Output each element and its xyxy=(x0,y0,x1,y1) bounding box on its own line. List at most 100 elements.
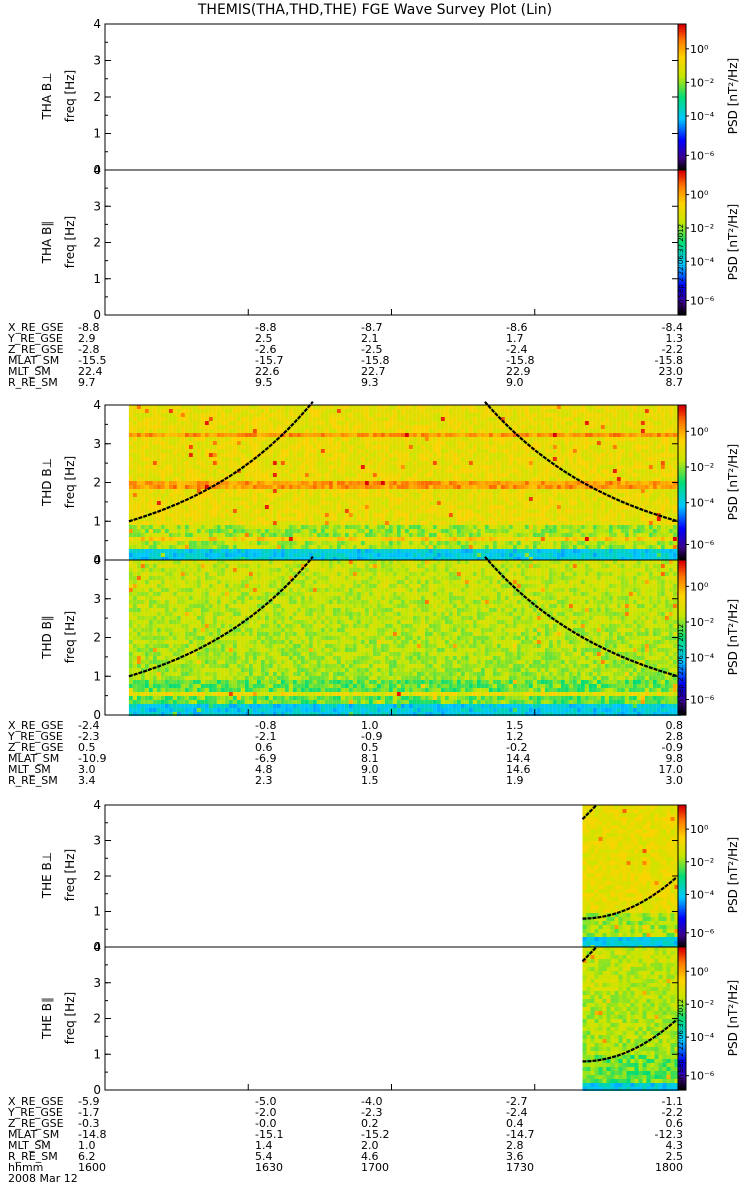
heatmap-cell xyxy=(428,469,433,473)
heatmap-cell xyxy=(536,469,541,473)
heatmap-cell xyxy=(436,461,441,465)
heatmap-cell xyxy=(564,545,569,549)
heatmap-cell xyxy=(584,429,589,433)
heatmap-cell xyxy=(224,449,229,453)
heatmap-cell xyxy=(412,497,417,501)
heatmap-cell xyxy=(576,529,581,533)
heatmap-cell xyxy=(192,453,197,457)
heatmap-cell xyxy=(380,537,385,541)
heatmap-cell xyxy=(320,421,325,425)
heatmap-cell xyxy=(232,537,237,541)
heatmap-cell xyxy=(232,413,237,417)
heatmap-cell xyxy=(612,421,617,425)
heatmap-cell xyxy=(232,541,237,545)
heatmap-cell xyxy=(176,545,181,549)
heatmap-cell xyxy=(176,465,181,469)
heatmap-cell xyxy=(488,549,493,553)
heatmap-cell xyxy=(132,541,137,545)
heatmap-cell xyxy=(196,521,201,525)
heatmap-cell xyxy=(584,533,589,537)
heatmap-cell xyxy=(560,513,565,517)
heatmap-cell xyxy=(272,417,277,421)
heatmap-cell xyxy=(560,437,565,441)
heatmap-cell xyxy=(616,549,621,553)
heatmap-cell xyxy=(500,513,505,517)
heatmap-cell xyxy=(308,513,313,517)
heatmap-cell xyxy=(128,441,133,445)
heatmap-cell xyxy=(544,553,549,557)
heatmap-cell xyxy=(192,501,197,505)
heatmap-cell xyxy=(428,557,433,561)
heatmap-cell xyxy=(528,529,533,533)
heatmap-cell xyxy=(176,481,181,485)
heatmap-cell xyxy=(224,489,229,493)
heatmap-cell xyxy=(500,429,505,433)
heatmap-cell xyxy=(136,489,141,493)
heatmap-cell xyxy=(200,513,205,517)
heatmap-cell xyxy=(292,449,297,453)
heatmap-cell xyxy=(256,481,261,485)
heatmap-cell xyxy=(368,533,373,537)
heatmap-cell xyxy=(412,493,417,497)
heatmap-cell xyxy=(192,517,197,521)
heatmap-cell xyxy=(332,557,337,561)
heatmap-cell xyxy=(612,501,617,505)
heatmap-cell xyxy=(544,409,549,413)
heatmap-cell xyxy=(208,509,213,513)
heatmap-cell xyxy=(192,441,197,445)
heatmap-cell xyxy=(400,421,405,425)
heatmap-cell xyxy=(244,461,249,465)
heatmap-cell xyxy=(404,477,409,481)
heatmap-cell xyxy=(220,533,225,537)
heatmap-cell xyxy=(388,537,393,541)
heatmap-cell xyxy=(552,489,557,493)
heatmap-cell xyxy=(280,465,285,469)
heatmap-cell xyxy=(300,493,305,497)
heatmap-cell xyxy=(380,489,385,493)
heatmap-cell xyxy=(564,549,569,553)
heatmap-cell xyxy=(248,529,253,533)
heatmap-cell xyxy=(508,409,513,413)
heatmap-cell xyxy=(612,541,617,545)
heatmap-cell xyxy=(240,425,245,429)
heatmap-cell xyxy=(416,413,421,417)
heatmap-cell xyxy=(324,465,329,469)
heatmap-cell xyxy=(172,529,177,533)
heatmap-cell xyxy=(424,541,429,545)
heatmap-cell xyxy=(320,509,325,513)
heatmap-cell xyxy=(196,553,201,557)
heatmap-cell xyxy=(344,509,349,513)
heatmap-cell xyxy=(600,533,605,537)
heatmap-cell xyxy=(584,493,589,497)
heatmap-cell xyxy=(332,449,337,453)
heatmap-cell xyxy=(272,497,277,501)
heatmap-cell xyxy=(568,485,573,489)
heatmap-cell xyxy=(472,505,477,509)
heatmap-cell xyxy=(276,525,281,529)
heatmap-cell xyxy=(360,553,365,557)
heatmap-cell xyxy=(356,553,361,557)
heatmap-cell xyxy=(328,441,333,445)
heatmap-cell xyxy=(508,525,513,529)
heatmap-cell xyxy=(548,541,553,545)
heatmap-cell xyxy=(172,485,177,489)
heatmap-cell xyxy=(604,497,609,501)
heatmap-cell xyxy=(612,405,617,409)
heatmap-cell xyxy=(560,517,565,521)
heatmap-cell xyxy=(492,481,497,485)
heatmap-cell xyxy=(396,481,401,485)
heatmap-cell xyxy=(380,469,385,473)
heatmap-cell xyxy=(464,557,469,561)
heatmap-cell xyxy=(380,525,385,529)
heatmap-cell xyxy=(440,449,445,453)
heatmap-cell xyxy=(392,485,397,489)
heatmap-cell xyxy=(564,537,569,541)
heatmap-cell xyxy=(372,545,377,549)
heatmap-cell xyxy=(332,429,337,433)
heatmap-cell xyxy=(256,501,261,505)
heatmap-cell xyxy=(428,545,433,549)
heatmap-cell xyxy=(172,441,177,445)
heatmap-cell xyxy=(220,521,225,525)
heatmap-cell xyxy=(288,545,293,549)
heatmap-cell xyxy=(272,473,277,477)
